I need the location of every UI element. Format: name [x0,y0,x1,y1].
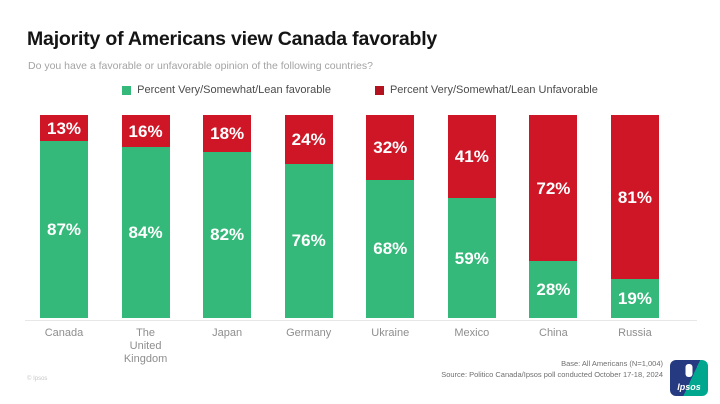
stacked-bar-chart: 13% 87% 16% 84% 18% 82% 24% 76% 32% 68% 41% 59% 72% 2… [40,115,659,318]
category-label-ukraine: Ukraine [371,327,410,339]
segment-unfavorable-germany: 24% [284,115,333,164]
favorable-value-label: 59% [454,248,489,268]
bar-the-united-kingdom: 16% 84% [121,115,170,318]
segment-unfavorable-china: 72% [529,115,578,262]
bar-canada: 13% 87% [40,115,88,318]
bar-ukraine: 32% 68% [366,115,415,318]
favorable-value-label: 19% [617,289,652,309]
chart-subtitle: Do you have a favorable or unfavorable o… [28,60,373,72]
bar-japan: 18% 82% [203,115,252,318]
unfavorable-value-label: 32% [373,137,408,157]
segment-unfavorable-the-united-kingdom: 16% [121,115,170,148]
favorable-value-label: 68% [373,239,408,259]
segment-favorable-russia: 19% [610,279,659,318]
category-label-the-united-kingdom: The United Kingdom [123,327,168,365]
segment-unfavorable-canada: 13% [40,115,88,142]
segment-favorable-canada: 87% [40,141,88,318]
unfavorable-swatch-icon [374,85,384,95]
legend-unfavorable-label: Percent Very/Somewhat/Lean Unfavorable [389,84,598,96]
segment-favorable-ukraine: 68% [366,179,415,318]
unfavorable-value-label: 18% [210,123,245,143]
segment-favorable-china: 28% [529,261,578,318]
legend-favorable-label: Percent Very/Somewhat/Lean favorable [137,84,331,96]
favorable-value-label: 84% [128,223,163,243]
segment-unfavorable-japan: 18% [203,115,252,152]
footer-notes: Base: All Americans (N=1,004) Source: Po… [441,358,663,380]
segment-favorable-japan: 82% [203,151,252,318]
category-label-japan: Japan [212,327,243,339]
page-title: Majority of Americans view Canada favora… [27,28,438,50]
category-label-mexico: Mexico [454,327,490,339]
unfavorable-value-label: 41% [454,147,489,167]
segment-unfavorable-russia: 81% [610,115,659,280]
ipsos-logo: Ipsos [670,360,708,396]
favorable-value-label: 87% [46,220,82,240]
favorable-value-label: 76% [291,231,326,251]
unfavorable-value-label: 81% [617,187,652,207]
bar-russia: 81% 19% [610,115,659,318]
segment-unfavorable-mexico: 41% [447,115,496,199]
bar-germany: 24% 76% [284,115,333,318]
segment-favorable-mexico: 59% [447,198,496,318]
unfavorable-value-label: 72% [536,178,571,198]
unfavorable-value-label: 24% [291,129,326,149]
x-axis-line [25,320,697,321]
copyright-note: © Ipsos [27,376,48,382]
category-label-russia: Russia [618,327,652,339]
source-note: Source: Politico Canada/Ipsos poll condu… [441,370,663,379]
bar-mexico: 41% 59% [447,115,496,318]
favorable-value-label: 28% [536,280,571,300]
bar-china: 72% 28% [529,115,578,318]
ipsos-logo-text: Ipsos [677,382,701,392]
legend-item-favorable: Percent Very/Somewhat/Lean favorable [122,84,331,96]
segment-unfavorable-ukraine: 32% [366,115,415,180]
x-axis-labels: Canada The United Kingdom Japan Germany Ukra… [40,327,659,366]
category-label-china: China [539,327,568,339]
base-note: Base: All Americans (N=1,004) [561,359,663,368]
category-label-canada: Canada [44,327,84,339]
unfavorable-value-label: 13% [46,118,82,138]
segment-favorable-germany: 76% [284,163,333,318]
unfavorable-value-label: 16% [128,121,163,141]
chart-legend: Percent Very/Somewhat/Lean favorable Per… [0,84,720,96]
favorable-swatch-icon [122,85,132,95]
segment-favorable-the-united-kingdom: 84% [121,147,170,318]
ipsos-logo-mark-icon [685,364,693,377]
legend-item-unfavorable: Percent Very/Somewhat/Lean Unfavorable [374,84,598,96]
favorable-value-label: 82% [210,225,245,245]
category-label-germany: Germany [286,327,332,339]
